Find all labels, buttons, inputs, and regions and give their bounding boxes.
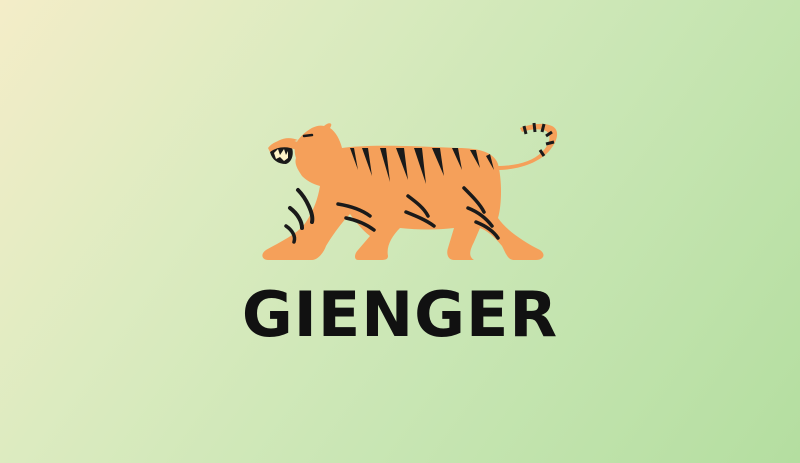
- brand-wordmark: GIENGER: [241, 278, 559, 351]
- tiger-icon: [262, 122, 558, 260]
